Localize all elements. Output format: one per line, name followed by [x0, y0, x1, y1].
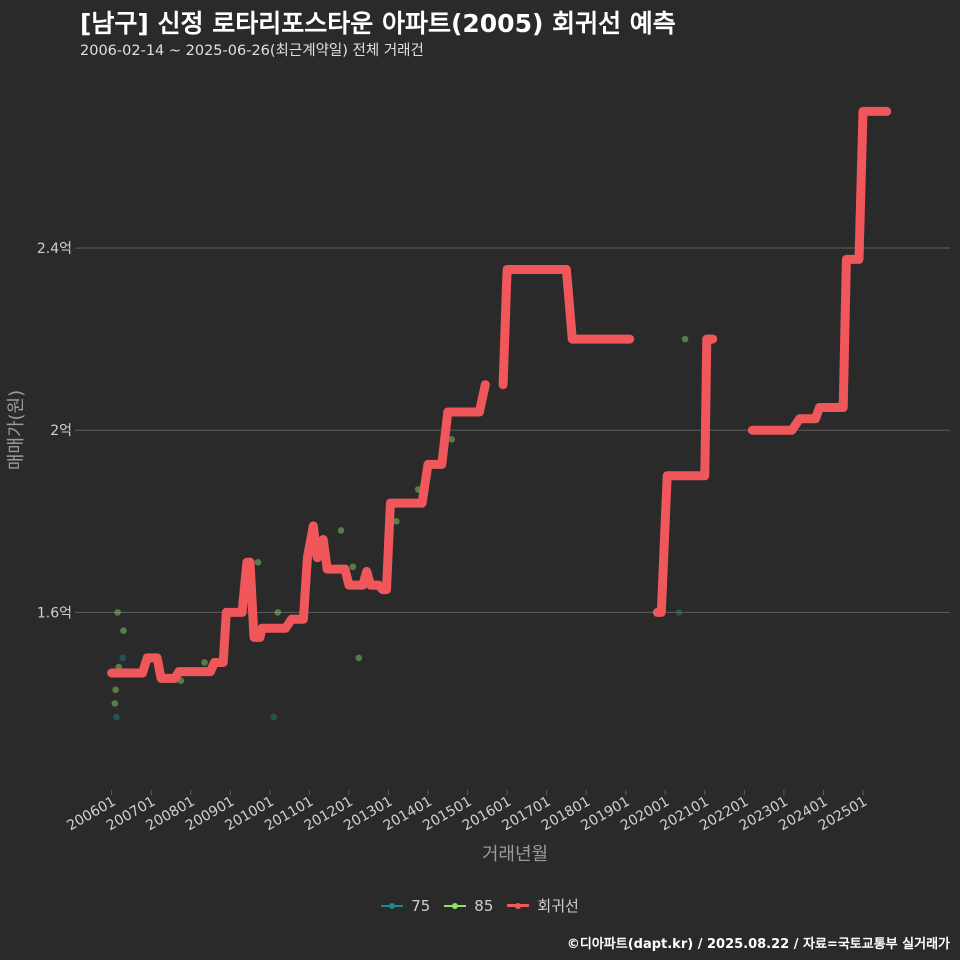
legend-label-regression: 회귀선 [537, 897, 579, 915]
chart-subtitle: 2006-02-14 ~ 2025-06-26(최근계약일) 전체 거래건 [80, 43, 424, 59]
data-point-75 [270, 713, 278, 721]
y-tick-label: 1.6억 [37, 605, 72, 621]
data-point-85 [111, 700, 119, 707]
data-point-85 [254, 558, 262, 566]
regression-line-segment [747, 106, 892, 435]
gridlines [80, 247, 950, 613]
legend-label-75: 75 [411, 896, 431, 915]
regression-line-segment [107, 380, 490, 683]
data-point-85 [337, 527, 345, 534]
legend-key-75 [381, 896, 404, 916]
scatter-points [111, 335, 689, 721]
source-caption: ©디아파트(dapt.kr) / 2025.08.22 / 자료=국토교통부 실… [566, 937, 950, 952]
data-point-85 [355, 654, 363, 662]
y-tick-label: 2.4억 [37, 241, 72, 257]
data-point-85 [393, 518, 400, 525]
data-point-75 [675, 609, 683, 616]
x-axis-label: 거래년월 [482, 844, 548, 865]
data-point-85 [201, 659, 208, 666]
legend: 75 85 회귀선 [0, 895, 960, 916]
data-point-85 [448, 436, 456, 443]
data-point-85 [349, 563, 357, 571]
y-axis-ticks: 1.6억 2억 2.4억 [37, 241, 80, 621]
y-tick-label: 2억 [50, 423, 72, 439]
regression-lines [107, 106, 892, 683]
chart-title: [남구] 신정 로타리포스타운 아파트(2005) 회귀선 예측 [80, 9, 676, 38]
y-axis-label: 매매가(원) [6, 390, 27, 470]
regression-line-segment [652, 334, 718, 617]
x-axis-ticks: 2006012007012008012009012010012011012012… [64, 790, 870, 834]
data-point-85 [120, 627, 127, 634]
data-point-85 [112, 686, 119, 694]
legend-label-85: 85 [474, 896, 494, 915]
legend-key-85 [444, 896, 467, 916]
legend-item-75: 75 [381, 896, 430, 916]
data-point-75 [119, 654, 127, 662]
legend-key-regression [507, 896, 530, 916]
data-point-85 [274, 609, 282, 616]
regression-line-segment [498, 265, 635, 390]
legend-item-85: 85 [444, 896, 493, 916]
legend-item-regression: 회귀선 [507, 895, 579, 916]
data-point-85 [681, 335, 689, 343]
data-point-85 [114, 609, 121, 616]
data-point-75 [113, 713, 120, 721]
